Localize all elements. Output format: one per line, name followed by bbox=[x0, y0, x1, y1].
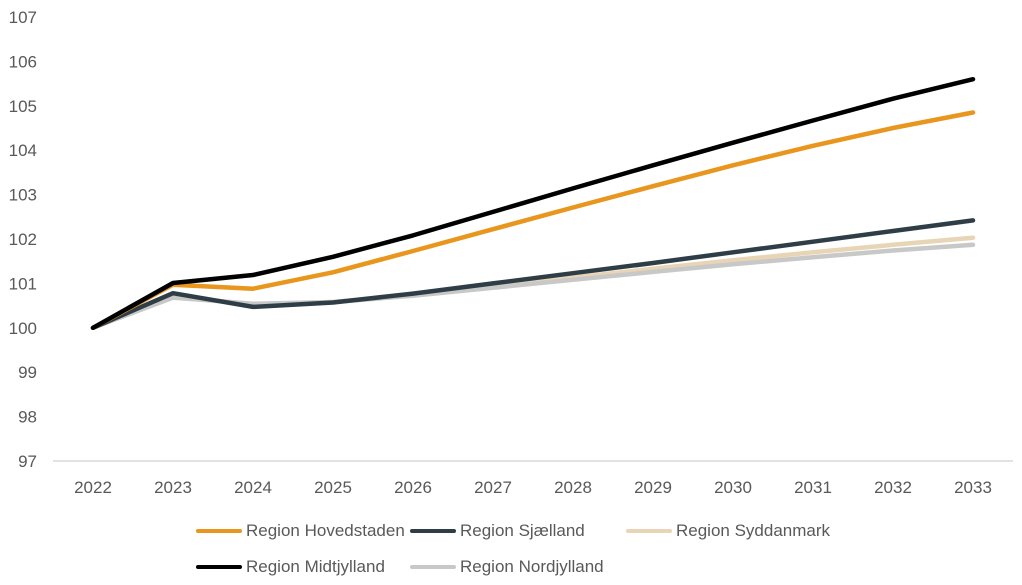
y-tick-label: 97 bbox=[18, 452, 37, 471]
x-tick-label: 2028 bbox=[554, 478, 592, 497]
x-tick-label: 2023 bbox=[154, 478, 192, 497]
legend-swatch-sjaelland bbox=[410, 529, 456, 533]
y-tick-label: 103 bbox=[9, 186, 37, 205]
x-tick-label: 2031 bbox=[794, 478, 832, 497]
y-tick-label: 106 bbox=[9, 52, 37, 71]
legend-item-midtjylland[interactable]: Region Midtjylland bbox=[196, 557, 385, 577]
legend-item-hovedstaden[interactable]: Region Hovedstaden bbox=[196, 521, 405, 541]
legend-swatch-syddanmark bbox=[626, 529, 672, 533]
legend-item-syddanmark[interactable]: Region Syddanmark bbox=[626, 521, 830, 541]
y-tick-label: 101 bbox=[9, 274, 37, 293]
x-tick-label: 2030 bbox=[714, 478, 752, 497]
x-tick-label: 2022 bbox=[74, 478, 112, 497]
y-tick-label: 99 bbox=[18, 363, 37, 382]
legend-label: Region Sjælland bbox=[460, 521, 585, 540]
y-tick-label: 107 bbox=[9, 8, 37, 27]
x-tick-label: 2029 bbox=[634, 478, 672, 497]
x-tick-label: 2024 bbox=[234, 478, 272, 497]
x-tick-label: 2025 bbox=[314, 478, 352, 497]
legend-item-nordjylland[interactable]: Region Nordjylland bbox=[410, 557, 604, 577]
x-tick-label: 2027 bbox=[474, 478, 512, 497]
legend-item-sjaelland[interactable]: Region Sjælland bbox=[410, 521, 585, 541]
x-tick-label: 2026 bbox=[394, 478, 432, 497]
y-axis-ticks: 97 98 99 100 101 102 103 104 105 106 107 bbox=[9, 8, 37, 471]
y-tick-label: 104 bbox=[9, 141, 37, 160]
series-lines bbox=[90, 76, 976, 331]
y-tick-label: 102 bbox=[9, 230, 37, 249]
legend-swatch-hovedstaden bbox=[196, 529, 242, 533]
series-line-region-midtjylland bbox=[90, 76, 976, 331]
x-tick-label: 2032 bbox=[874, 478, 912, 497]
x-axis-ticks: 2022 2023 2024 2025 2026 2027 2028 2029 2030 2031… bbox=[74, 478, 992, 497]
legend-label: Region Nordjylland bbox=[460, 557, 604, 576]
legend-label: Region Midtjylland bbox=[246, 557, 385, 576]
legend-label: Region Syddanmark bbox=[676, 521, 831, 540]
y-tick-label: 105 bbox=[9, 97, 37, 116]
series-line-region-sjælland bbox=[90, 218, 976, 331]
y-tick-label: 100 bbox=[9, 319, 37, 338]
y-tick-label: 98 bbox=[18, 408, 37, 427]
legend-swatch-nordjylland bbox=[410, 565, 456, 569]
legend-swatch-midtjylland bbox=[196, 565, 242, 569]
series-line-region-hovedstaden bbox=[90, 110, 976, 331]
legend-label: Region Hovedstaden bbox=[246, 521, 405, 540]
x-tick-label: 2033 bbox=[954, 478, 992, 497]
